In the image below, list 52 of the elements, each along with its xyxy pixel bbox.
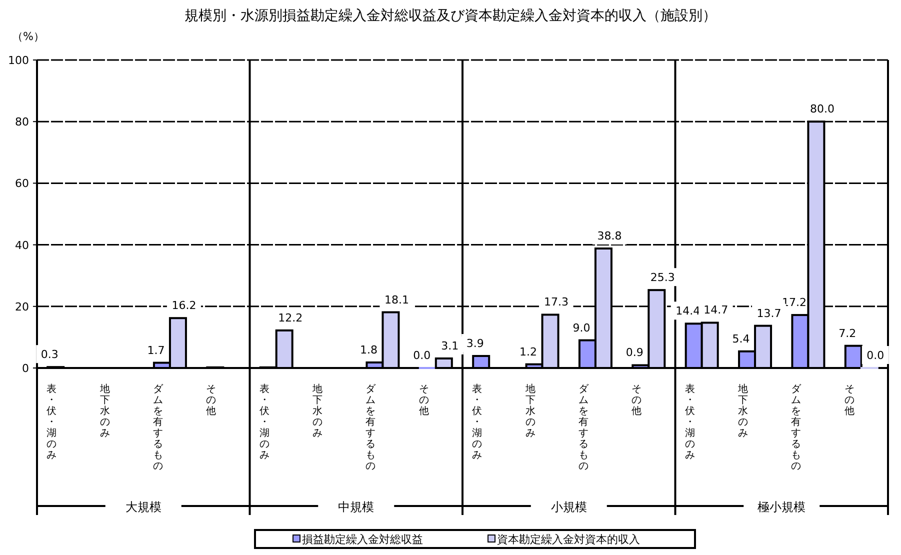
x-tick-label: 地下水のみ [98,383,110,439]
x-tick-label: 地下水のみ [524,383,536,439]
legend-label: 損益勘定繰入金対総収益 [302,533,423,546]
text: 大規模 [125,500,162,514]
data-label: 14.4 [676,304,700,318]
y-tick-label: 80 [15,116,29,129]
data-label: 0.0 [866,349,884,362]
data-label: 14.7 [704,304,728,317]
x-tick-label: ダムを有するもの [152,383,164,472]
data-label: 25.3 [650,271,675,284]
y-tick-label: 60 [15,177,29,190]
data-label: 18.1 [384,293,409,306]
y-tick-label: 0 [22,362,29,375]
x-tick-label: その他 [844,384,854,417]
data-label: 12.2 [278,311,303,324]
data-label: 38.8 [597,229,622,242]
text: 極小規模 [758,500,806,514]
text: 小規模 [550,500,587,514]
chart-title: 規模別・水源別損益勘定繰入金対総収益及び資本勘定繰入金対資本的収入（施設別） [184,8,716,24]
data-label: 1.7 [147,344,165,357]
x-tick-label: 地下水のみ [737,383,748,439]
data-label: 1.8 [360,343,378,356]
y-tick-label: 100 [8,54,29,67]
data-label: 17.3 [544,296,569,309]
text: 中規模 [338,500,374,514]
data-label: 5.4 [732,332,750,346]
data-label: 9.0 [572,321,590,334]
x-tick-label: その他 [632,384,642,417]
x-tick-label: ダムを有するもの [366,383,377,472]
data-label: 13.7 [756,306,782,320]
data-label: 80.0 [810,102,834,116]
x-tick-label: その他 [418,384,429,417]
data-label: 0.3 [40,348,58,362]
data-label: 1.2 [520,345,538,358]
data-label: 16.2 [172,299,196,312]
x-tick-label: 表・伏・湖のみ [684,383,695,461]
y-axis-title: （%） [12,30,44,43]
x-tick-label: ダムを有するもの [791,383,802,472]
x-tick-label: 表・伏・湖のみ [259,383,270,461]
data-label: 3.9 [466,336,484,350]
data-label: 0.0 [413,349,431,362]
x-tick-label: その他 [206,384,216,417]
data-label: 0.9 [626,346,644,360]
x-tick-label: ダムを有するもの [578,383,590,472]
legend-label: 資本勘定繰入金対資本的収入 [497,533,640,546]
data-label: 3.1 [441,339,459,352]
y-tick-label: 20 [15,300,29,314]
x-tick-label: 地下水のみ [312,383,323,439]
x-tick-label: 表・伏・湖のみ [472,383,482,461]
x-tick-label: 表・伏・湖のみ [46,383,57,461]
data-label: 7.2 [838,326,856,340]
y-tick-label: 40 [15,238,29,252]
